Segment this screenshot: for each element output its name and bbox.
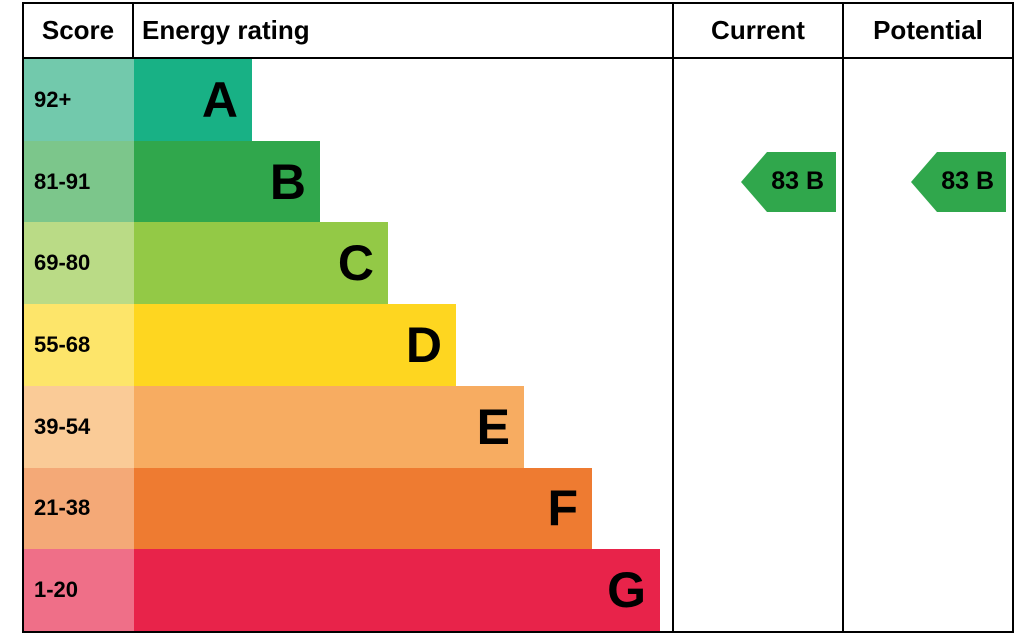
bar-row-d: D xyxy=(134,304,672,386)
epc-chart: Score Energy rating Current Potential 92… xyxy=(22,2,1014,633)
bar-row-c: C xyxy=(134,222,672,304)
current-column: 83 B xyxy=(672,59,842,631)
rating-bar-a: A xyxy=(134,59,252,141)
rating-bar-f: F xyxy=(134,468,592,550)
current-value: 83 B xyxy=(767,152,836,212)
score-column: 92+81-9169-8055-6839-5421-381-20 xyxy=(24,59,134,631)
header-energy: Energy rating xyxy=(134,4,672,57)
current-tag: 83 B xyxy=(741,152,836,212)
chart-body: 92+81-9169-8055-6839-5421-381-20 ABCDEFG… xyxy=(24,59,1012,631)
potential-column: 83 B xyxy=(842,59,1012,631)
rating-bar-c: C xyxy=(134,222,388,304)
rating-bar-d: D xyxy=(134,304,456,386)
score-cell-c: 69-80 xyxy=(24,222,134,304)
header-current: Current xyxy=(672,4,842,57)
rating-bar-b: B xyxy=(134,141,320,223)
bar-row-f: F xyxy=(134,468,672,550)
potential-value: 83 B xyxy=(937,152,1006,212)
bar-row-e: E xyxy=(134,386,672,468)
score-cell-f: 21-38 xyxy=(24,468,134,550)
bars-column: ABCDEFG xyxy=(134,59,672,631)
current-arrow-icon xyxy=(741,152,767,212)
score-cell-b: 81-91 xyxy=(24,141,134,223)
potential-arrow-icon xyxy=(911,152,937,212)
potential-tag: 83 B xyxy=(911,152,1006,212)
bar-row-a: A xyxy=(134,59,672,141)
score-cell-d: 55-68 xyxy=(24,304,134,386)
score-cell-a: 92+ xyxy=(24,59,134,141)
header-row: Score Energy rating Current Potential xyxy=(24,4,1012,59)
header-potential: Potential xyxy=(842,4,1012,57)
header-score: Score xyxy=(24,4,134,57)
bar-row-b: B xyxy=(134,141,672,223)
rating-bar-e: E xyxy=(134,386,524,468)
score-cell-g: 1-20 xyxy=(24,549,134,631)
rating-bar-g: G xyxy=(134,549,660,631)
score-cell-e: 39-54 xyxy=(24,386,134,468)
bar-row-g: G xyxy=(134,549,672,631)
